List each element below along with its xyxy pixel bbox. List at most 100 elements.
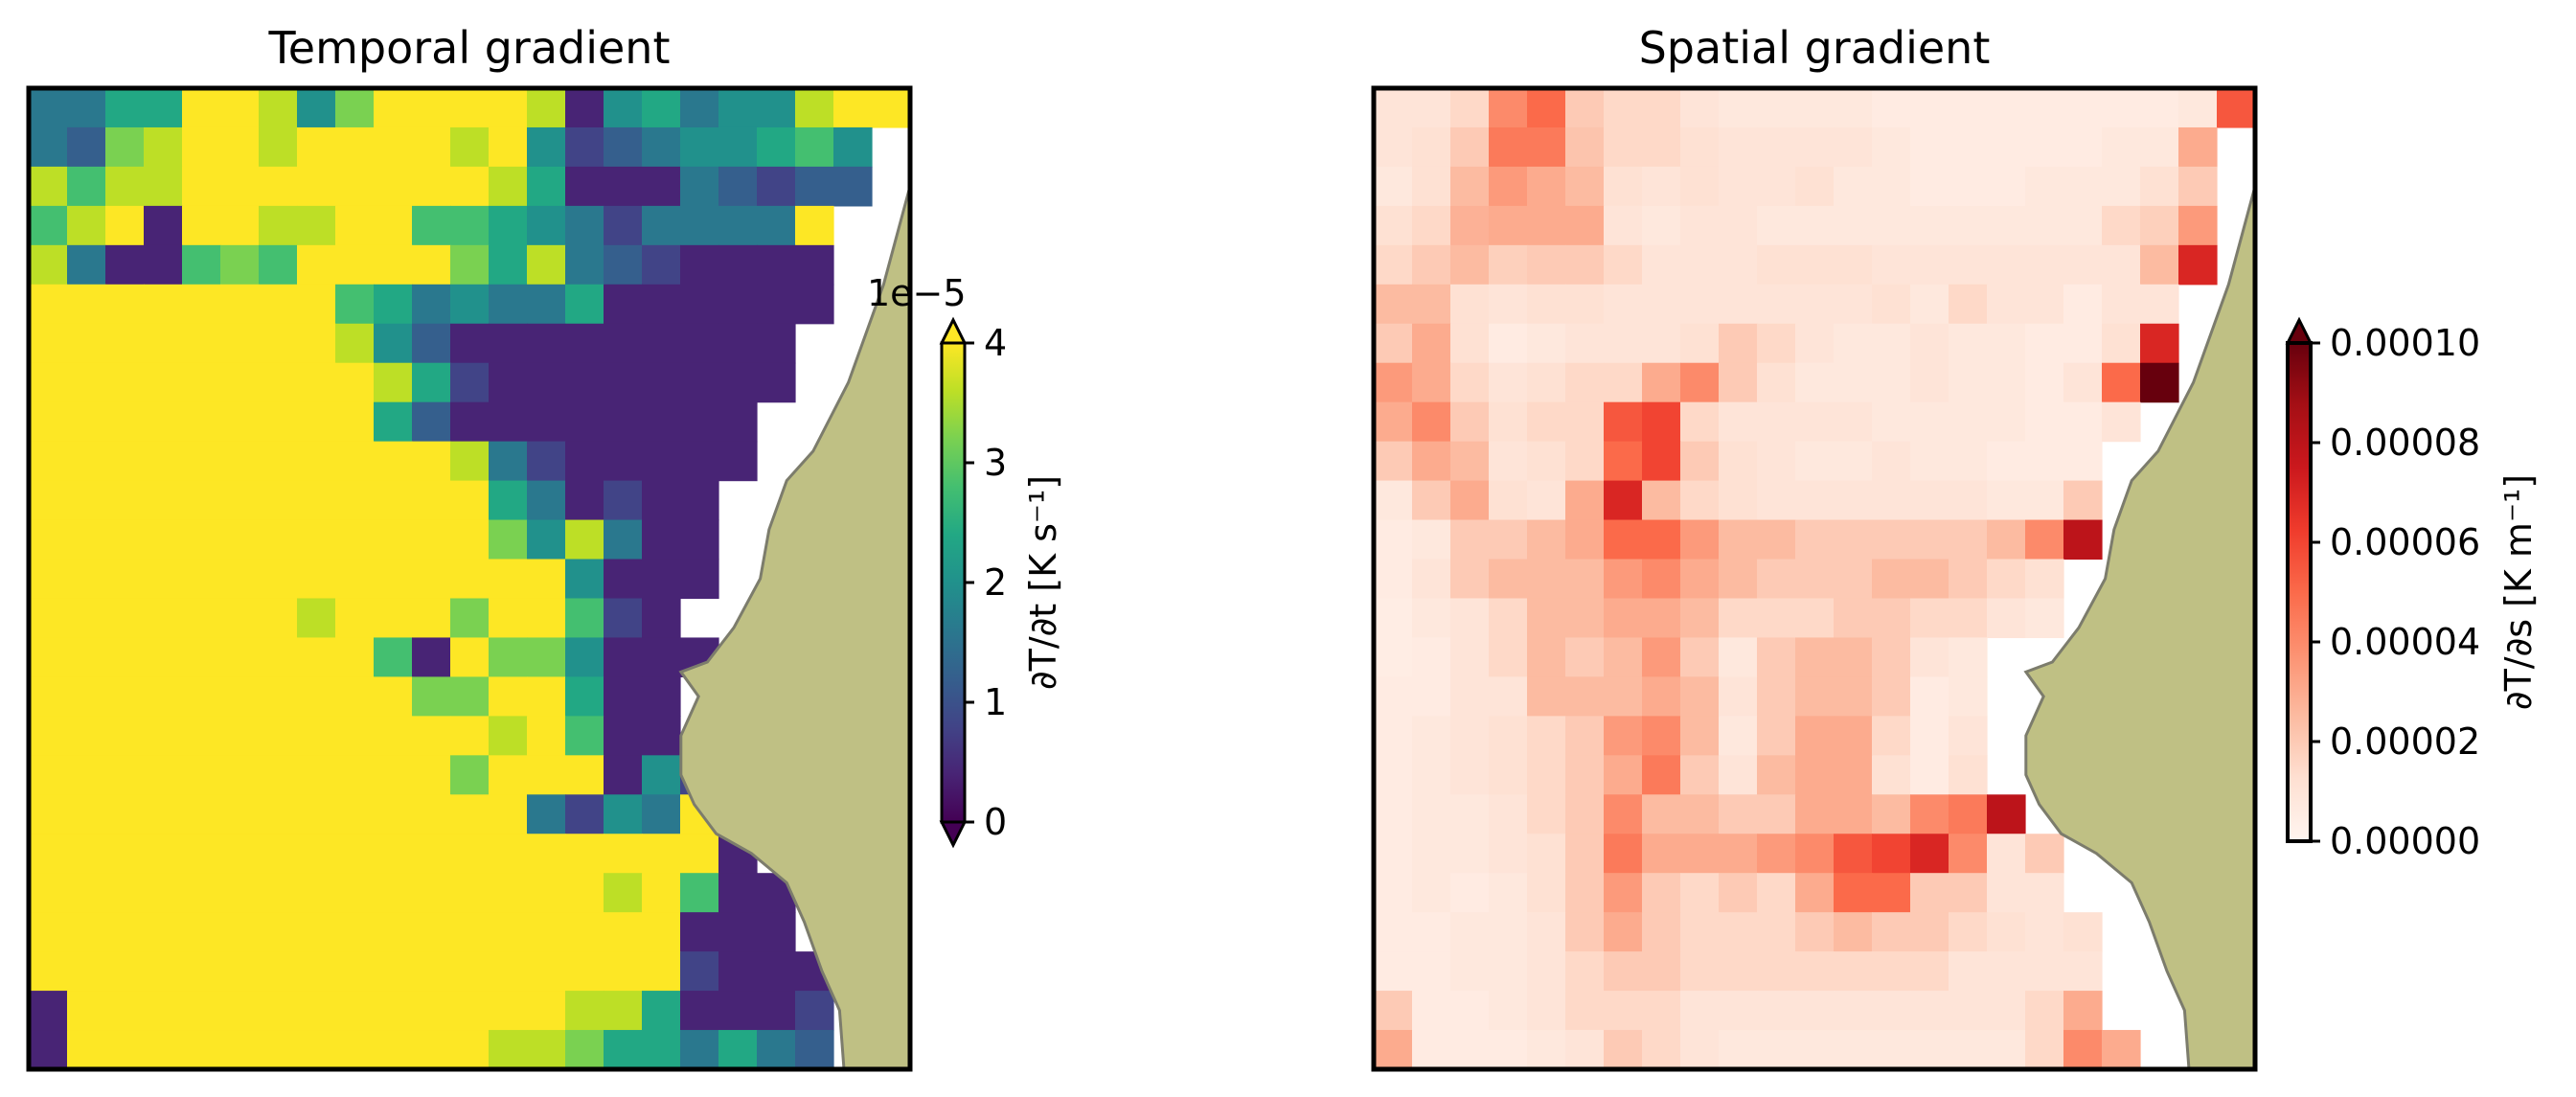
heatmap-cell xyxy=(1949,637,1988,677)
heatmap-cell xyxy=(1834,873,1873,913)
heatmap-cell xyxy=(1719,126,1758,168)
heatmap-cell xyxy=(1642,873,1681,913)
heatmap-cell xyxy=(1604,284,1643,325)
heatmap-cell xyxy=(1412,284,1451,325)
heatmap-cell xyxy=(105,519,145,560)
heatmap-cell xyxy=(872,88,910,128)
heatmap-cell xyxy=(1795,598,1835,639)
heatmap-cell xyxy=(757,284,796,325)
heatmap-cell xyxy=(1527,284,1566,325)
heatmap-cell xyxy=(604,480,643,521)
heatmap-cell xyxy=(565,401,604,443)
heatmap-cell xyxy=(105,205,145,246)
heatmap-cell xyxy=(2025,88,2064,128)
heatmap-cell xyxy=(29,912,68,952)
heatmap-cell xyxy=(1374,559,1413,600)
heatmap-cell xyxy=(1527,441,1566,482)
heatmap-cell xyxy=(1680,480,1720,521)
heatmap-cell xyxy=(182,598,221,639)
heatmap-cell xyxy=(412,951,451,992)
heatmap-cell xyxy=(604,205,643,246)
heatmap-cell xyxy=(29,480,68,521)
heatmap-cell xyxy=(757,991,796,1031)
heatmap-cell xyxy=(680,362,719,403)
heatmap-cell xyxy=(105,244,145,286)
heatmap-cell xyxy=(1604,401,1643,443)
heatmap-cell xyxy=(565,637,604,677)
colorbar-tick-label: 2 xyxy=(984,561,1007,604)
heatmap-cell xyxy=(220,794,260,834)
heatmap-cell xyxy=(374,912,413,952)
heatmap-cell xyxy=(1910,951,1949,992)
heatmap-cell xyxy=(1642,834,1681,874)
heatmap-cell xyxy=(67,559,106,600)
heatmap-cell xyxy=(1565,519,1605,560)
heatmap-cell xyxy=(1450,284,1490,325)
heatmap-cell xyxy=(1527,873,1566,913)
heatmap-cell xyxy=(718,205,758,246)
heatmap-cell xyxy=(489,126,528,168)
heatmap-cell xyxy=(67,637,106,677)
heatmap-cell xyxy=(1834,912,1873,952)
heatmap-cell xyxy=(1757,951,1796,992)
heatmap-cell xyxy=(450,676,490,717)
heatmap-cell xyxy=(259,284,298,325)
heatmap-cell xyxy=(1680,598,1720,639)
heatmap-cell xyxy=(1642,716,1681,756)
heatmap-cell xyxy=(1949,323,1988,364)
heatmap-cell xyxy=(2063,323,2103,364)
heatmap-cell xyxy=(1450,637,1490,677)
heatmap-cell xyxy=(1450,598,1490,639)
heatmap-cell xyxy=(489,362,528,403)
heatmap-cell xyxy=(412,88,451,128)
heatmap-cell xyxy=(1604,126,1643,168)
heatmap-cell xyxy=(757,951,796,992)
heatmap-cell xyxy=(795,166,834,207)
heatmap-cell xyxy=(335,205,375,246)
heatmap-cell xyxy=(1795,88,1835,128)
heatmap-cell xyxy=(412,126,451,168)
heatmap-cell xyxy=(1949,951,1988,992)
heatmap-cell xyxy=(527,441,566,482)
heatmap-cell xyxy=(642,637,681,677)
heatmap-cell xyxy=(604,559,643,600)
heatmap-cell xyxy=(1987,834,2026,874)
heatmap-cell xyxy=(335,912,375,952)
heatmap-cell xyxy=(67,323,106,364)
heatmap-cell xyxy=(1565,441,1605,482)
heatmap-cell xyxy=(67,401,106,443)
heatmap-cell xyxy=(259,598,298,639)
heatmap-cell xyxy=(2102,1030,2141,1069)
heatmap-cell xyxy=(680,323,719,364)
heatmap-cell xyxy=(757,244,796,286)
heatmap-cell xyxy=(182,362,221,403)
heatmap-cell xyxy=(1987,951,2026,992)
heatmap-cell xyxy=(718,441,758,482)
heatmap-cell xyxy=(1412,873,1451,913)
heatmap-cell xyxy=(680,244,719,286)
heatmap-cell xyxy=(67,519,106,560)
heatmap-cell xyxy=(1642,126,1681,168)
heatmap-cell xyxy=(565,480,604,521)
heatmap-cell xyxy=(1565,1030,1605,1069)
heatmap-cell xyxy=(1565,88,1605,128)
heatmap-cell xyxy=(1604,912,1643,952)
heatmap-cell xyxy=(1757,637,1796,677)
heatmap-cell xyxy=(1565,244,1605,286)
heatmap-cell xyxy=(144,598,183,639)
heatmap-cell xyxy=(144,794,183,834)
heatmap-cell xyxy=(144,519,183,560)
heatmap-cell xyxy=(182,873,221,913)
heatmap-cell xyxy=(680,519,719,560)
heatmap-cell xyxy=(67,834,106,874)
heatmap-cell xyxy=(1489,126,1528,168)
heatmap-cell xyxy=(259,1030,298,1069)
heatmap-cell xyxy=(1642,519,1681,560)
heatmap-cell xyxy=(527,794,566,834)
heatmap-cell xyxy=(335,362,375,403)
heatmap-cell xyxy=(642,480,681,521)
heatmap-cell xyxy=(757,323,796,364)
heatmap-cell xyxy=(1719,166,1758,207)
heatmap-cell xyxy=(604,873,643,913)
heatmap-cell xyxy=(642,951,681,992)
